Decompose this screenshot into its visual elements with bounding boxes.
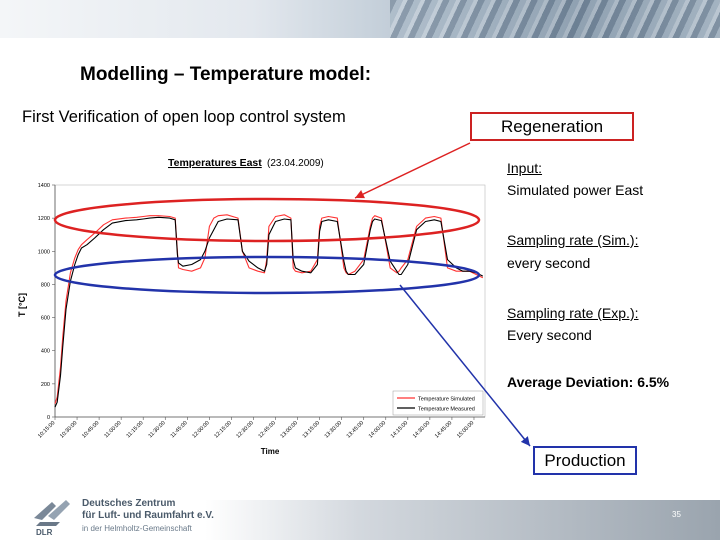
logo-text: DLR (36, 528, 53, 536)
x-axis-label: Time (261, 447, 280, 456)
sampling-sim-value: every second (507, 255, 591, 271)
sampling-sim-label: Sampling rate (Sim.): (507, 232, 639, 248)
y-tick-label: 400 (41, 349, 50, 355)
series-line-measured (54, 216, 484, 408)
y-tick-label: 600 (41, 316, 50, 322)
series-lines (54, 214, 484, 408)
org-name-line2: für Luft- und Raumfahrt e.V. (82, 510, 214, 521)
legend-label-simulated: Temperature Simulated (418, 397, 475, 403)
sampling-exp-value: Every second (507, 327, 592, 343)
input-value: Simulated power East (507, 182, 644, 198)
input-label: Input: (507, 160, 543, 176)
y-ticks: 0 200 400 600 800 1000 1200 1400 (38, 183, 55, 421)
legend: Temperature Simulated Temperature Measur… (392, 390, 484, 416)
chart-title: Temperatures East (168, 157, 262, 169)
y-tick-label: 1200 (38, 216, 50, 222)
y-tick-label: 1000 (38, 249, 50, 255)
header-banner (0, 0, 720, 38)
slide-title: Modelling – Temperature model: (80, 64, 372, 85)
average-deviation: Average Deviation: 6.5% (507, 374, 670, 390)
footer-band (205, 500, 720, 540)
regeneration-box: Regeneration (470, 112, 634, 141)
y-tick-label: 200 (41, 382, 50, 388)
org-name-line3: in der Helmholtz-Gemeinschaft (82, 524, 192, 533)
dlr-logo-icon: DLR (34, 500, 70, 536)
production-box: Production (533, 446, 637, 475)
slide-subtitle: First Verification of open loop control … (22, 108, 346, 126)
chart-title-suffix: (23.04.2009) (267, 158, 324, 169)
banner-image (390, 0, 720, 38)
series-line-simulated (54, 214, 484, 404)
production-ellipse (53, 255, 481, 295)
regeneration-arrow (354, 142, 471, 199)
y-tick-label: 800 (41, 282, 50, 288)
page-number: 35 (672, 510, 681, 519)
y-tick-label: 1400 (38, 183, 50, 189)
sampling-exp-label: Sampling rate (Exp.): (507, 305, 639, 321)
regeneration-ellipse (53, 197, 481, 243)
legend-label-measured: Temperature Measured (418, 407, 475, 413)
y-tick-label: 0 (47, 415, 50, 421)
org-name-line1: Deutsches Zentrum (82, 498, 176, 509)
production-arrow (399, 284, 531, 447)
y-axis-label: T [°C] (17, 293, 27, 317)
